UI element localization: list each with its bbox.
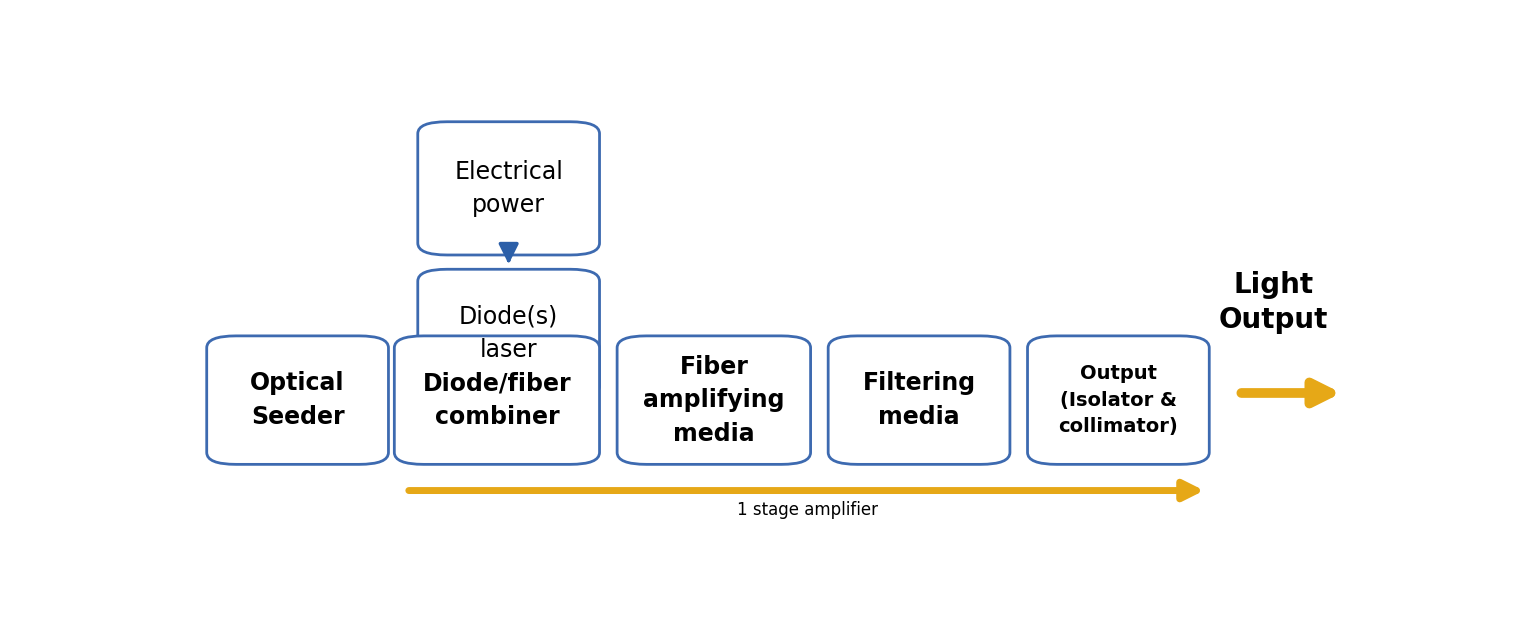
FancyBboxPatch shape [828, 336, 1011, 464]
Text: Optical
Seeder: Optical Seeder [250, 371, 345, 429]
Text: Output
(Isolator &
collimator): Output (Isolator & collimator) [1059, 364, 1179, 436]
Text: Diode/fiber
combiner: Diode/fiber combiner [422, 371, 572, 429]
FancyBboxPatch shape [207, 336, 389, 464]
FancyBboxPatch shape [395, 336, 599, 464]
Text: Fiber
amplifying
media: Fiber amplifying media [643, 355, 785, 446]
Text: Diode(s)
laser: Diode(s) laser [458, 305, 558, 362]
FancyBboxPatch shape [617, 336, 811, 464]
Text: Electrical
power: Electrical power [454, 159, 563, 217]
FancyBboxPatch shape [1027, 336, 1209, 464]
Text: Light
Output: Light Output [1219, 271, 1328, 334]
Text: 1 stage amplifier: 1 stage amplifier [737, 501, 878, 519]
FancyBboxPatch shape [418, 122, 599, 255]
Text: Filtering
media: Filtering media [862, 371, 976, 429]
FancyBboxPatch shape [418, 269, 599, 398]
